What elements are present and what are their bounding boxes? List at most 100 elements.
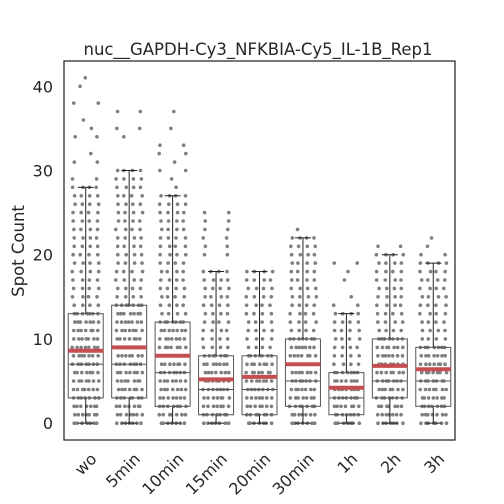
data-point [201, 404, 206, 409]
data-point [71, 210, 75, 215]
data-point [171, 387, 175, 392]
data-point [114, 227, 118, 232]
data-point [215, 404, 219, 409]
data-point [290, 261, 295, 265]
data-point [296, 396, 300, 400]
y-tick-label: 40 [33, 77, 53, 96]
data-point [127, 337, 132, 341]
data-point [123, 227, 128, 232]
data-point [380, 387, 385, 392]
data-point [202, 252, 207, 257]
data-point [132, 278, 136, 282]
data-point [293, 421, 297, 426]
data-point [181, 219, 185, 223]
data-point [340, 354, 344, 358]
data-point [393, 320, 398, 324]
data-point [422, 396, 427, 400]
data-point [270, 362, 274, 367]
data-point [420, 337, 425, 341]
data-point [183, 194, 188, 198]
data-point [123, 261, 128, 265]
data-point [97, 379, 101, 383]
data-point [261, 295, 266, 299]
data-point [116, 354, 120, 358]
data-point [159, 269, 164, 274]
data-point [344, 379, 348, 383]
data-point [131, 295, 136, 299]
data-point [431, 370, 435, 375]
data-point [165, 269, 169, 274]
data-point [138, 244, 143, 249]
data-point [288, 320, 293, 324]
data-point [88, 236, 93, 240]
data-point [87, 345, 91, 350]
data-point [254, 328, 258, 333]
data-point [427, 387, 432, 392]
data-point [305, 370, 310, 375]
data-point [314, 320, 318, 324]
data-point [118, 404, 122, 409]
data-point [173, 295, 177, 299]
data-point [292, 412, 297, 417]
data-point [252, 362, 256, 367]
data-point [375, 311, 380, 316]
data-point [442, 320, 446, 324]
data-point [168, 362, 172, 367]
data-point [96, 101, 101, 105]
data-point [167, 202, 171, 206]
data-point [80, 337, 84, 341]
data-point [165, 295, 170, 299]
data-point [395, 345, 400, 350]
data-point [297, 345, 302, 350]
data-point [158, 303, 163, 308]
data-point [174, 412, 179, 417]
data-point [201, 328, 205, 333]
data-point [96, 269, 101, 274]
data-point [206, 370, 211, 375]
data-point [88, 202, 92, 206]
data-point [314, 295, 319, 299]
data-point [260, 311, 265, 316]
data-point [311, 328, 316, 333]
data-point [426, 303, 430, 308]
data-point [211, 396, 216, 400]
data-point [332, 404, 337, 409]
data-point [97, 261, 101, 265]
data-point [140, 412, 145, 417]
data-point [244, 278, 249, 282]
data-point [140, 194, 144, 198]
data-point [140, 387, 144, 392]
data-point [158, 244, 163, 249]
data-point [132, 311, 136, 316]
data-point [222, 362, 226, 367]
data-point [166, 227, 170, 232]
data-point [225, 244, 229, 249]
data-point [181, 269, 185, 274]
data-point [258, 362, 262, 367]
data-point [219, 328, 224, 333]
data-point [383, 278, 388, 282]
data-point [305, 244, 310, 249]
data-point [115, 337, 119, 341]
data-point [253, 320, 258, 324]
data-point [209, 370, 214, 375]
data-point [252, 311, 256, 316]
data-point [175, 202, 180, 206]
data-point [96, 354, 100, 358]
data-point [80, 278, 85, 282]
data-point [183, 311, 188, 316]
data-point [257, 396, 262, 400]
data-point [384, 269, 388, 274]
data-point [166, 337, 170, 341]
data-point [138, 286, 143, 291]
data-point [158, 210, 162, 215]
data-point [289, 345, 294, 350]
data-point [250, 379, 254, 383]
data-point [290, 278, 294, 282]
data-point [135, 412, 139, 417]
data-point [288, 396, 293, 400]
point-column [157, 109, 188, 426]
data-point [128, 354, 132, 358]
data-point [349, 354, 353, 358]
data-point [175, 311, 180, 316]
